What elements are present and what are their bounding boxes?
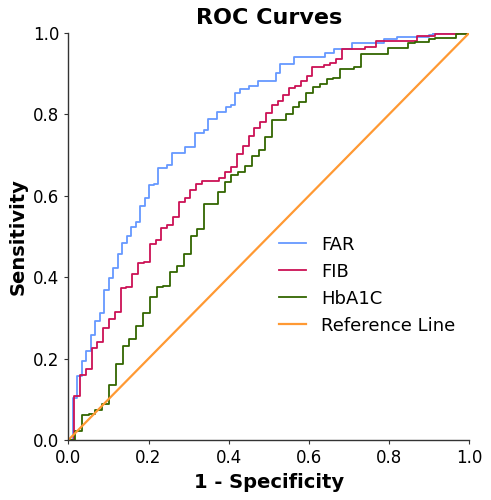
- HbA1C: [201, 201, 207, 207]
- HbA1C: [134, 323, 139, 329]
- FIB: [65, 437, 71, 443]
- FAR: [466, 30, 472, 36]
- FAR: [65, 437, 71, 443]
- FIB: [455, 30, 461, 36]
- FIB: [118, 285, 124, 291]
- Line: HbA1C: HbA1C: [68, 32, 469, 440]
- FIB: [403, 38, 409, 44]
- FIB: [466, 30, 472, 36]
- Legend: FAR, FIB, HbA1C, Reference Line: FAR, FIB, HbA1C, Reference Line: [274, 230, 461, 340]
- Title: ROC Curves: ROC Curves: [196, 8, 342, 28]
- X-axis label: 1 - Specificity: 1 - Specificity: [194, 472, 344, 492]
- HbA1C: [317, 81, 323, 87]
- FAR: [448, 30, 454, 36]
- HbA1C: [466, 30, 472, 36]
- HbA1C: [167, 269, 173, 275]
- HbA1C: [194, 226, 200, 232]
- FIB: [188, 188, 193, 194]
- FAR: [458, 30, 464, 36]
- FIB: [409, 38, 414, 44]
- FAR: [119, 240, 125, 246]
- Line: FIB: FIB: [68, 32, 469, 440]
- HbA1C: [65, 437, 71, 443]
- Line: FAR: FAR: [68, 32, 469, 440]
- HbA1C: [181, 252, 187, 258]
- FIB: [286, 86, 292, 91]
- FAR: [345, 46, 351, 52]
- Y-axis label: Sensitivity: Sensitivity: [8, 178, 27, 295]
- FAR: [399, 34, 405, 40]
- FIB: [159, 225, 164, 231]
- FAR: [187, 144, 193, 150]
- FAR: [408, 34, 414, 40]
